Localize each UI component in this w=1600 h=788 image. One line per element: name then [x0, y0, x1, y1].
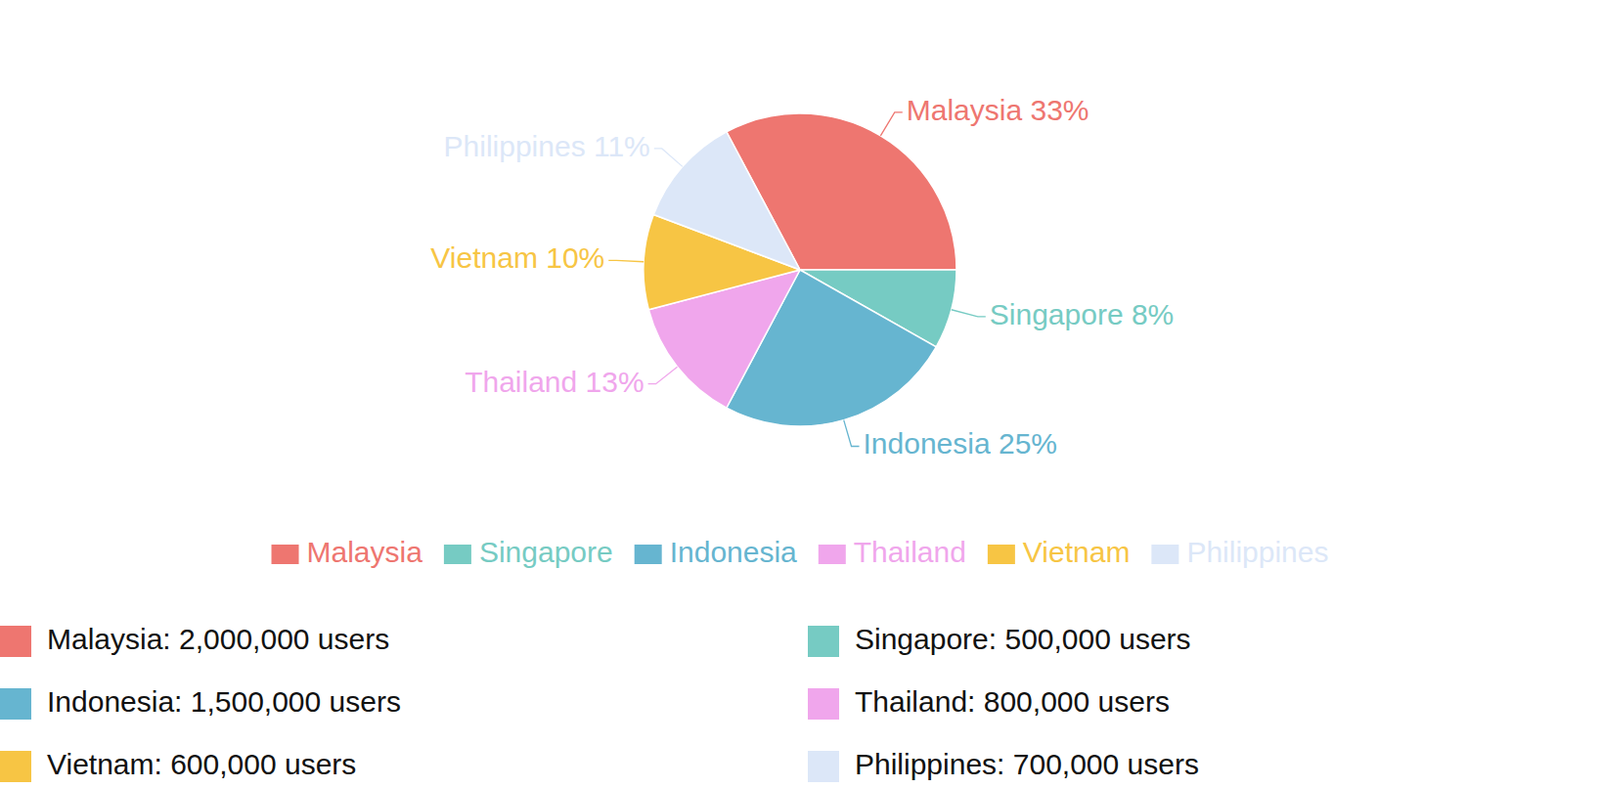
data-label: Indonesia 25%: [863, 427, 1059, 460]
legend-item: Thailand: [818, 535, 967, 569]
label-line: [880, 112, 902, 136]
label-line: [608, 260, 644, 262]
value-label: Thailand: 800,000 users: [854, 685, 1170, 718]
data-label: Malaysia 33%: [906, 93, 1090, 127]
legend-swatch: [1151, 544, 1179, 565]
legend-item: Vietnam: [987, 535, 1131, 569]
legend-item: Indonesia: [634, 535, 798, 569]
legend-swatch: [987, 544, 1016, 565]
value-list: Malaysia: 2,000,000 users Singapore: 500,…: [0, 622, 1200, 783]
value-label: Philippines: 700,000 users: [854, 748, 1200, 781]
list-swatch: [0, 688, 32, 720]
legend-label: Thailand: [853, 535, 967, 569]
legend-label: Philippines: [1186, 535, 1329, 569]
legend-label: Singapore: [479, 535, 614, 569]
data-label: Vietnam 10%: [430, 241, 605, 274]
value-label: Indonesia: 1,500,000 users: [46, 685, 401, 718]
list-swatch: [0, 751, 32, 783]
pie: Malaysia 33% Singapore 8% Indonesia 25% Tha…: [430, 93, 1174, 461]
value-label: Malaysia: 2,000,000 users: [46, 622, 390, 656]
label-line: [654, 148, 683, 167]
data-label: Thailand 13%: [464, 365, 644, 399]
list-swatch: [807, 688, 840, 720]
value-label: Vietnam: 600,000 users: [46, 748, 356, 781]
value-label: Singapore: 500,000 users: [854, 622, 1192, 656]
legend-item: Singapore: [444, 535, 614, 569]
list-swatch: [807, 625, 840, 658]
list-swatch: [0, 625, 32, 658]
legend-swatch: [271, 544, 300, 565]
legend-label: Vietnam: [1022, 535, 1131, 569]
data-label: Philippines 11%: [444, 130, 651, 163]
legend-label: Indonesia: [669, 535, 798, 569]
legend-swatch: [818, 544, 846, 565]
label-line: [844, 420, 860, 447]
label-line: [951, 310, 986, 317]
legend-item: Philippines: [1151, 535, 1329, 569]
legend-item: Malaysia: [271, 535, 424, 569]
label-line: [648, 366, 678, 384]
legend-label: Malaysia: [307, 535, 424, 569]
list-swatch: [807, 751, 840, 783]
slice: [653, 132, 800, 270]
data-label: Singapore 8%: [989, 298, 1174, 331]
legend-swatch: [634, 544, 663, 565]
legend: Malaysia Singapore Indonesia Thailand Vietna…: [271, 535, 1330, 569]
legend-swatch: [444, 544, 472, 565]
